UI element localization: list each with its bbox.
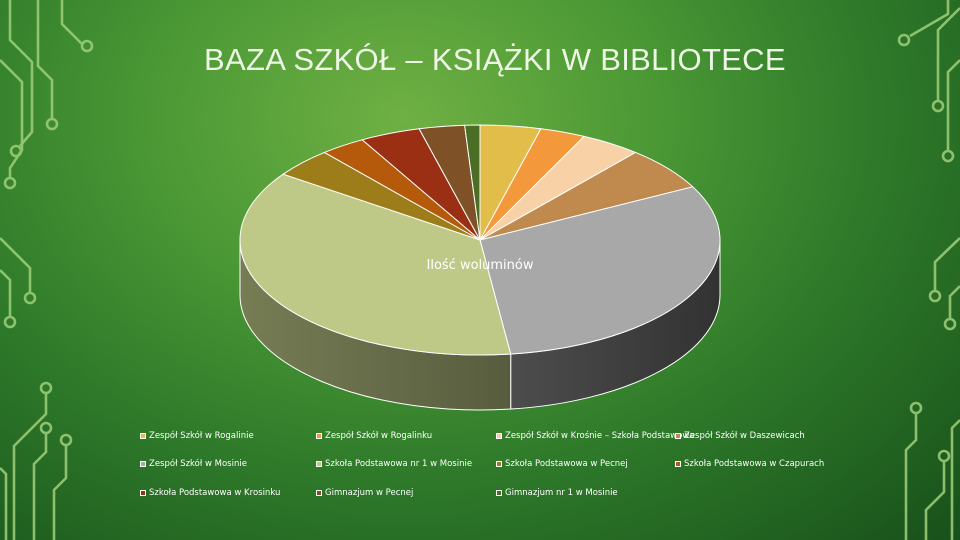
legend-label: Gimnazjum nr 1 w Mosinie [505,488,618,498]
legend-label: Zespół Szkół w Rogalinie [149,431,254,441]
legend-item: Szkoła Podstawowa w Krosinku [140,488,280,498]
legend-label: Zespół Szkół w Rogalinku [325,431,433,441]
legend-swatch [316,490,322,496]
legend-swatch [316,461,322,467]
legend-label: Szkoła Podstawowa nr 1 w Mosinie [325,459,473,469]
legend-label: Szkoła Podstawowa w Czapurach [684,459,825,469]
legend-item: Zespół Szkół w Daszewicach [675,431,805,441]
legend-swatch [140,461,146,467]
pie-slice-11 [464,124,481,241]
legend-label: Szkoła Podstawowa w Pecnej [505,459,628,469]
legend-swatch [496,490,502,496]
legend-item: Zespół Szkół w Rogalinku [316,431,432,441]
pie-slice-6 [239,173,512,356]
legend-item: Gimnazjum nr 1 w Mosinie [496,488,618,498]
legend-label: Zespół Szkół w Daszewicach [684,431,805,441]
legend-label: Zespół Szkół w Krośnie – Szkoła Podstawo… [505,431,695,441]
slide-title: BAZA SZKÓŁ – KSIĄŻKI W BIBLIOTECE [204,42,786,77]
legend-label: Gimnazjum w Pecnej [325,488,414,498]
pie-slice-5 [479,186,721,355]
legend-item: Zespół Szkół w Rogalinie [140,431,254,441]
legend-item: Szkoła Podstawowa nr 1 w Mosinie [316,459,472,469]
legend-swatch [496,461,502,467]
legend-swatch [140,490,146,496]
legend-swatch [496,433,502,439]
legend-item: Zespół Szkół w Krośnie – Szkoła Podstawo… [496,431,695,441]
legend-item: Szkoła Podstawowa w Pecnej [496,459,628,469]
legend-swatch [140,433,146,439]
legend-label: Szkoła Podstawowa w Krosinku [149,488,281,498]
legend-label: Zespół Szkół w Mosinie [149,459,247,469]
chart-title: Ilość woluminów [426,258,534,273]
legend-item: Zespół Szkół w Mosinie [140,459,247,469]
legend-swatch [675,433,681,439]
legend-swatch [675,461,681,467]
legend-item: Szkoła Podstawowa w Czapurach [675,459,824,469]
legend-swatch [316,433,322,439]
legend-item: Gimnazjum w Pecnej [316,488,413,498]
